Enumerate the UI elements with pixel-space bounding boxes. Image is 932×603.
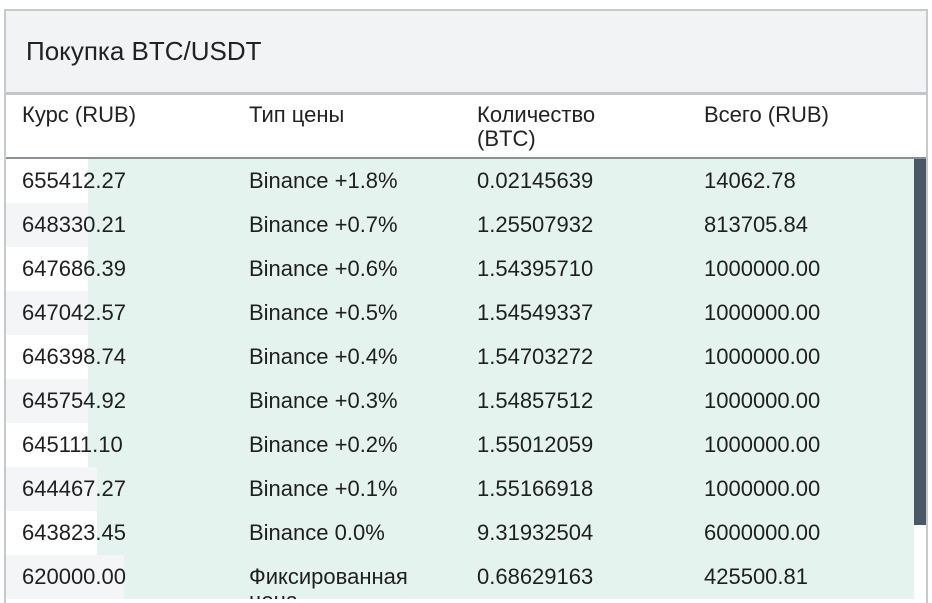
depth-bar (87, 203, 914, 247)
depth-bar (87, 247, 914, 291)
cell-total: 14062.78 (704, 168, 796, 193)
cell-price-type: Binance +0.4% (249, 344, 398, 369)
column-header-rate[interactable]: Курс (RUB) (22, 102, 137, 127)
cell-rate: 644467.27 (22, 476, 126, 501)
depth-bar (87, 335, 914, 379)
cell-total: 1000000.00 (704, 432, 821, 457)
cell-rate: 643823.45 (22, 520, 126, 545)
cell-rate: 620000.00 (22, 564, 126, 589)
cell-price-type: Binance +0.7% (249, 212, 398, 237)
cell-quantity: 9.31932504 (477, 520, 594, 545)
cell-rate: 647686.39 (22, 256, 126, 281)
depth-bar (87, 423, 914, 467)
table-row[interactable]: 648330.21 Binance +0.7% 1.25507932 813705.8… (6, 203, 914, 247)
cell-total: 6000000.00 (704, 520, 821, 545)
cell-price-type: Binance +0.1% (249, 476, 398, 501)
cell-quantity: 1.25507932 (477, 212, 594, 237)
cell-quantity: 1.54857512 (477, 388, 594, 413)
cell-quantity: 1.55166918 (477, 476, 594, 501)
cell-total: 813705.84 (704, 212, 808, 237)
table-row[interactable]: 643823.45 Binance 0.0% 9.31932504 6000000.0… (6, 511, 914, 555)
table-row[interactable]: 644467.27 Binance +0.1% 1.55166918 1000000.… (6, 467, 914, 511)
cell-rate: 647042.57 (22, 300, 126, 325)
cell-price-type: Binance +0.6% (249, 256, 398, 281)
cell-rate: 645111.10 (22, 432, 123, 457)
cell-total: 425500.81 (704, 564, 808, 589)
cell-quantity: 0.68629163 (477, 564, 594, 589)
cell-rate: 646398.74 (22, 344, 126, 369)
depth-bar (87, 379, 914, 423)
cell-quantity: 1.54549337 (477, 300, 594, 325)
cell-rate: 655412.27 (22, 168, 126, 193)
cell-quantity: 0.02145639 (477, 168, 594, 193)
table-row[interactable]: 645111.10 Binance +0.2% 1.55012059 1000000.… (6, 423, 914, 467)
vertical-scrollbar-thumb[interactable] (914, 159, 926, 525)
cell-rate: 648330.21 (22, 212, 126, 237)
depth-bar (96, 467, 914, 511)
depth-bar (124, 555, 914, 599)
depth-bar (87, 291, 914, 335)
cell-price-type: Фиксированная цена (249, 564, 408, 600)
cell-price-type: Binance +1.8% (249, 168, 398, 193)
cell-price-type: Binance +0.5% (249, 300, 398, 325)
cell-rate: 645754.92 (22, 388, 126, 413)
cell-total: 1000000.00 (704, 344, 821, 369)
cell-total: 1000000.00 (704, 256, 821, 281)
column-header-price-type[interactable]: Тип цены (249, 102, 345, 127)
table-row[interactable]: 646398.74 Binance +0.4% 1.54703272 1000000.… (6, 335, 914, 379)
table-header: Курс (RUB) Тип цены Количество (BTC) Все… (6, 95, 926, 159)
cell-price-type: Binance 0.0% (249, 520, 385, 545)
cell-total: 1000000.00 (704, 476, 821, 501)
cell-price-type: Binance +0.3% (249, 388, 398, 413)
table-row[interactable]: 645754.92 Binance +0.3% 1.54857512 1000000.… (6, 379, 914, 423)
cell-total: 1000000.00 (704, 300, 821, 325)
depth-bar (87, 159, 914, 203)
cell-quantity: 1.54395710 (477, 256, 594, 281)
column-header-total[interactable]: Всего (RUB) (704, 102, 829, 127)
order-book-panel: Покупка BTC/USDT Курс (RUB) Тип цены Кол… (4, 9, 928, 603)
cell-price-type: Binance +0.2% (249, 432, 398, 457)
cell-quantity: 1.54703272 (477, 344, 594, 369)
order-rows[interactable]: 655412.27 Binance +1.8% 0.02145639 14062.78… (6, 159, 914, 603)
depth-bar (96, 511, 914, 555)
panel-title: Покупка BTC/USDT (26, 36, 262, 66)
panel-header: Покупка BTC/USDT (6, 11, 926, 95)
cell-quantity: 1.55012059 (477, 432, 594, 457)
table-row[interactable]: 647686.39 Binance +0.6% 1.54395710 1000000.… (6, 247, 914, 291)
column-header-quantity[interactable]: Количество (BTC) (477, 102, 596, 151)
table-row[interactable]: 620000.00 Фиксированная цена 0.68629163 425… (6, 555, 914, 599)
table-row[interactable]: 655412.27 Binance +1.8% 0.02145639 14062.78 (6, 159, 914, 203)
table-row[interactable]: 647042.57 Binance +0.5% 1.54549337 1000000.… (6, 291, 914, 335)
cell-total: 1000000.00 (704, 388, 821, 413)
